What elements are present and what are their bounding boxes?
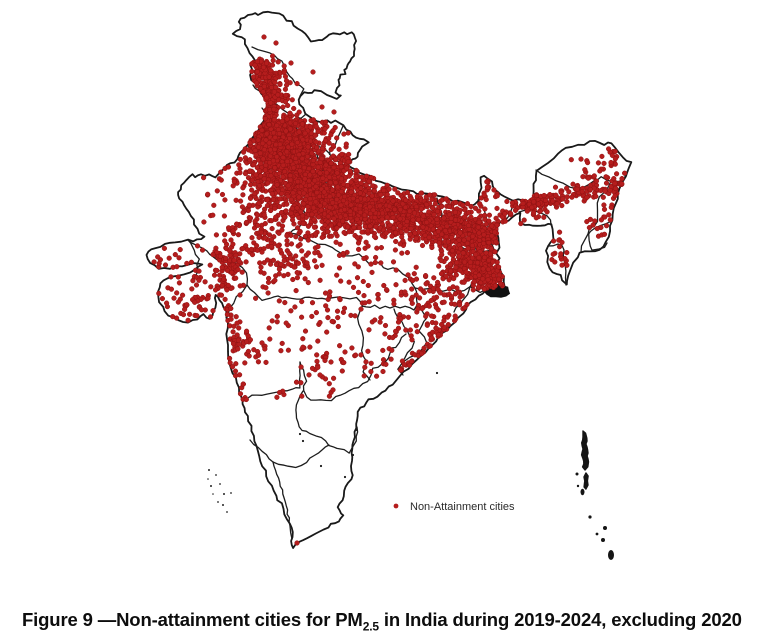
svg-text:Non-Attainment cities: Non-Attainment cities xyxy=(410,501,515,513)
